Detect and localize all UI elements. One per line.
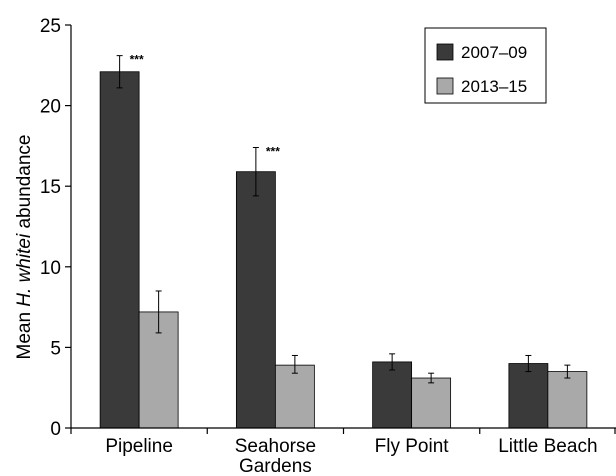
- y-axis: 0 5 10 15 20 25: [40, 16, 72, 440]
- bar: [235, 171, 276, 429]
- y-tick-label: 0: [50, 419, 61, 440]
- y-tick-label: 15: [40, 177, 61, 198]
- legend-label: 2013–15: [461, 77, 527, 96]
- y-axis-title: Mean H. whitei abundance: [14, 135, 35, 360]
- legend-swatch: [436, 43, 454, 61]
- y-tick-label: 20: [40, 97, 61, 118]
- x-category-label: Pipeline: [105, 436, 173, 457]
- bars: *** ***: [99, 53, 588, 429]
- bar: [99, 71, 140, 429]
- bar: [411, 377, 452, 429]
- y-axis-title-species: H. whitei: [14, 233, 35, 307]
- x-category-label: Fly Point: [375, 436, 450, 457]
- y-tick-label: 5: [50, 338, 61, 359]
- bar: [547, 371, 588, 429]
- x-category-label: Seahorse: [235, 436, 316, 457]
- y-axis-title-suffix: abundance: [14, 135, 35, 234]
- bar: [372, 361, 413, 429]
- legend-swatch: [436, 77, 454, 95]
- y-tick-label: 10: [40, 258, 61, 279]
- significance-label: ***: [266, 145, 280, 159]
- bar: [274, 364, 315, 429]
- x-category-label: Little Beach: [498, 436, 597, 457]
- significance-label: ***: [130, 53, 144, 67]
- y-tick-label: 25: [40, 16, 61, 37]
- legend-label: 2007–09: [461, 43, 527, 62]
- y-axis-title-prefix: Mean: [14, 307, 35, 360]
- bar: [508, 363, 549, 429]
- x-category-label: Gardens: [239, 456, 312, 476]
- legend: 2007–09 2013–15: [424, 27, 547, 104]
